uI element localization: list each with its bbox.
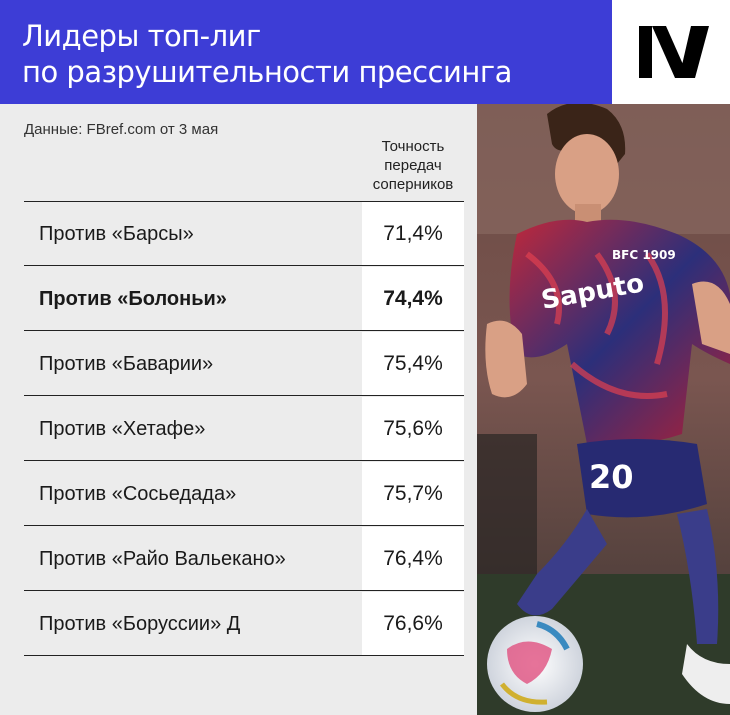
row-divider (24, 460, 464, 461)
value-cell: 75,7% (362, 462, 464, 526)
data-source-note: Данные: FBref.com от 3 мая (24, 121, 219, 138)
row-value: 75,6% (383, 417, 443, 440)
row-label: Против «Барсы» (39, 223, 194, 245)
page-title: Лидеры топ-лиг по разрушительности пресс… (22, 18, 512, 90)
row-label: Против «Хетафе» (39, 418, 206, 440)
row-value: 75,4% (383, 352, 443, 375)
table-row: Против «Баварии» 75,4% (24, 332, 464, 396)
row-label: Против «Райо Вальекано» (39, 548, 286, 570)
row-value: 71,4% (383, 222, 443, 245)
logo-box (612, 0, 730, 104)
value-cell: 76,6% (362, 592, 464, 656)
player-photo: Saputo BFC 1909 20 (477, 104, 730, 715)
table-row: Против «Барсы» 71,4% (24, 202, 464, 266)
value-cell: 76,4% (362, 527, 464, 591)
column-header-line-3: соперников (372, 176, 454, 193)
table-top-divider (24, 201, 464, 202)
row-label: Против «Болоньи» (39, 288, 227, 310)
value-cell: 74,4% (362, 267, 464, 331)
table-row: Против «Боруссии» Д 76,6% (24, 592, 464, 656)
row-label: Против «Боруссии» Д (39, 613, 241, 635)
column-header: Точность передач соперников (362, 137, 464, 194)
table-row-highlighted: Против «Болоньи» 74,4% (24, 267, 464, 331)
value-cell: 75,4% (362, 332, 464, 396)
row-value: 76,6% (383, 612, 443, 635)
header-banner: Лидеры топ-лиг по разрушительности пресс… (0, 0, 612, 104)
column-header-line-1: Точность (381, 138, 445, 155)
title-line-1: Лидеры топ-лиг (22, 19, 261, 53)
table-row: Против «Сосьедада» 75,7% (24, 462, 464, 526)
table-row: Против «Хетафе» 75,6% (24, 397, 464, 461)
table-row: Против «Райо Вальекано» 76,4% (24, 527, 464, 591)
row-label: Против «Баварии» (39, 353, 214, 375)
row-value: 75,7% (383, 482, 443, 505)
row-divider (24, 525, 464, 526)
value-cell: 75,6% (362, 397, 464, 461)
svg-text:BFC 1909: BFC 1909 (612, 248, 676, 262)
row-divider (24, 265, 464, 266)
svg-text:20: 20 (589, 458, 634, 496)
row-divider (24, 330, 464, 331)
row-divider (24, 655, 464, 656)
row-value: 74,4% (383, 287, 443, 310)
row-value: 76,4% (383, 547, 443, 570)
column-header-line-2: передач (384, 157, 442, 174)
value-cell: 71,4% (362, 202, 464, 266)
row-label: Против «Сосьедада» (39, 483, 237, 505)
row-divider (24, 395, 464, 396)
jersey-shape (509, 219, 730, 446)
brand-logo (639, 26, 709, 78)
title-line-2: по разрушительности прессинга (22, 55, 512, 89)
row-divider (24, 590, 464, 591)
